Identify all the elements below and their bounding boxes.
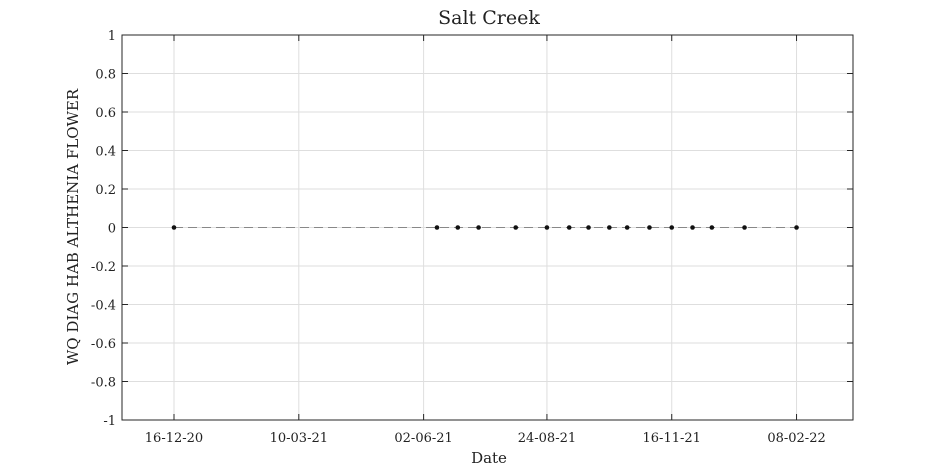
axis-ticks: 16-12-20 10-03-21 02-06-21 24-08-21 16-11-21…: [91, 29, 853, 446]
x-tick-label: 24-08-21: [518, 431, 576, 446]
y-tick-label: 0: [108, 222, 116, 237]
data-point: [647, 225, 652, 230]
data-point: [171, 225, 177, 230]
data-series: [171, 225, 799, 230]
data-point: [434, 225, 440, 230]
y-tick-label: -1: [103, 414, 116, 429]
y-tick-label: 1: [108, 29, 116, 44]
x-tick-label: 08-02-22: [767, 431, 825, 446]
data-point: [794, 225, 799, 230]
y-tick-label: 0.2: [95, 183, 116, 198]
y-tick-label: 0.6: [95, 106, 116, 121]
x-tick-label: 16-12-20: [145, 431, 203, 446]
data-point: [690, 225, 695, 230]
y-tick-label: 0.4: [95, 145, 116, 160]
data-point: [607, 225, 612, 230]
chart-title: Salt Creek: [438, 7, 540, 29]
data-point: [455, 225, 461, 230]
data-point: [476, 225, 481, 230]
data-point: [513, 225, 519, 230]
y-tick-label: -0.8: [91, 376, 116, 391]
y-tick-label: 0.8: [95, 68, 116, 83]
y-tick-label: -0.6: [91, 337, 116, 352]
data-point: [742, 225, 747, 230]
data-point: [566, 225, 572, 230]
x-tick-label: 02-06-21: [394, 431, 452, 446]
y-tick-label: -0.2: [91, 260, 116, 275]
data-point: [669, 225, 675, 230]
y-tick-label: -0.4: [91, 299, 116, 314]
y-axis-label: WQ DIAG HAB ALTHENIA FLOWER: [64, 88, 82, 365]
data-point: [586, 225, 591, 230]
data-point: [624, 225, 630, 230]
x-tick-label: 16-11-21: [643, 431, 701, 446]
data-point: [709, 225, 715, 230]
x-tick-label: 10-03-21: [270, 431, 328, 446]
data-point: [544, 225, 550, 230]
x-axis-label: Date: [471, 449, 507, 467]
